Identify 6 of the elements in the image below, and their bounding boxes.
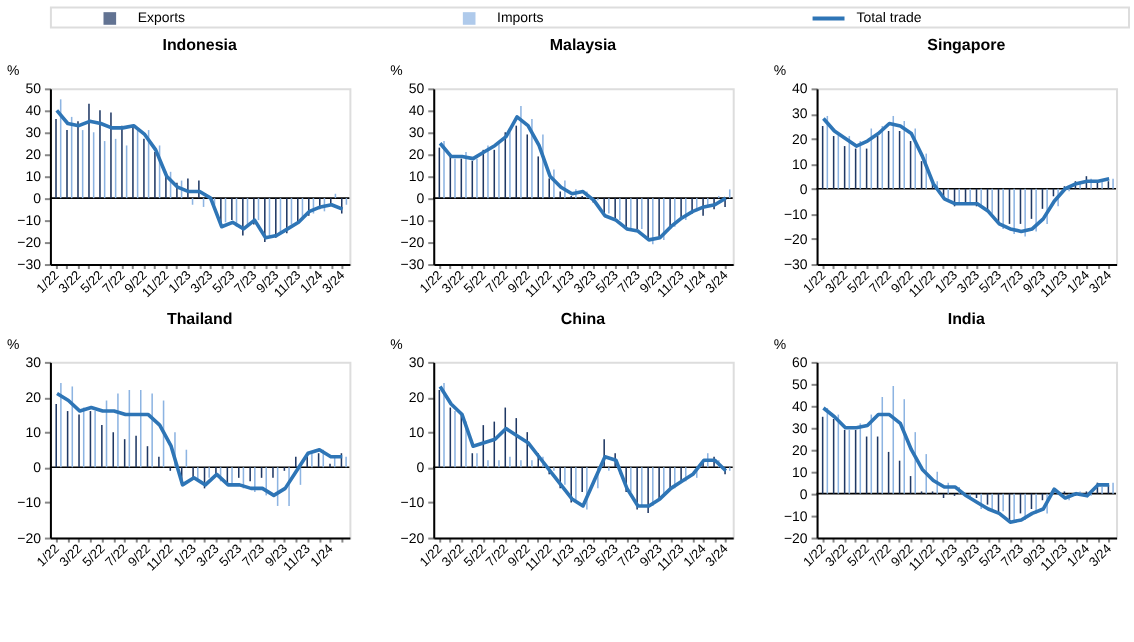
- chart-title: Thailand: [166, 309, 233, 328]
- chart-title: Indonesia: [162, 36, 238, 55]
- chart-title: Malaysia: [549, 36, 618, 55]
- chart-title: China: [560, 309, 607, 328]
- chart-title: India: [947, 309, 987, 328]
- chart-title: Singapore: [927, 36, 1007, 55]
